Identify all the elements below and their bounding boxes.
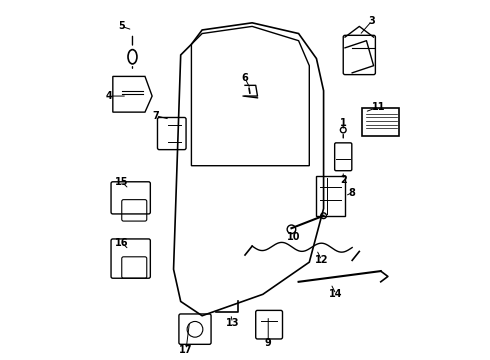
Text: 3: 3 xyxy=(368,16,375,26)
Text: 13: 13 xyxy=(226,318,239,328)
Text: 1: 1 xyxy=(340,118,346,128)
Text: 12: 12 xyxy=(315,255,329,265)
Text: 2: 2 xyxy=(340,175,346,185)
Text: 6: 6 xyxy=(242,73,248,83)
Text: 14: 14 xyxy=(329,289,343,299)
Text: 10: 10 xyxy=(287,232,300,242)
Text: 8: 8 xyxy=(349,188,356,198)
Text: 15: 15 xyxy=(115,177,128,187)
Text: 7: 7 xyxy=(152,111,159,121)
Text: 11: 11 xyxy=(372,102,386,112)
Text: 9: 9 xyxy=(265,338,271,347)
Text: 17: 17 xyxy=(179,345,193,355)
Text: 4: 4 xyxy=(106,91,113,101)
Text: 16: 16 xyxy=(115,238,128,248)
Text: 5: 5 xyxy=(119,21,125,31)
